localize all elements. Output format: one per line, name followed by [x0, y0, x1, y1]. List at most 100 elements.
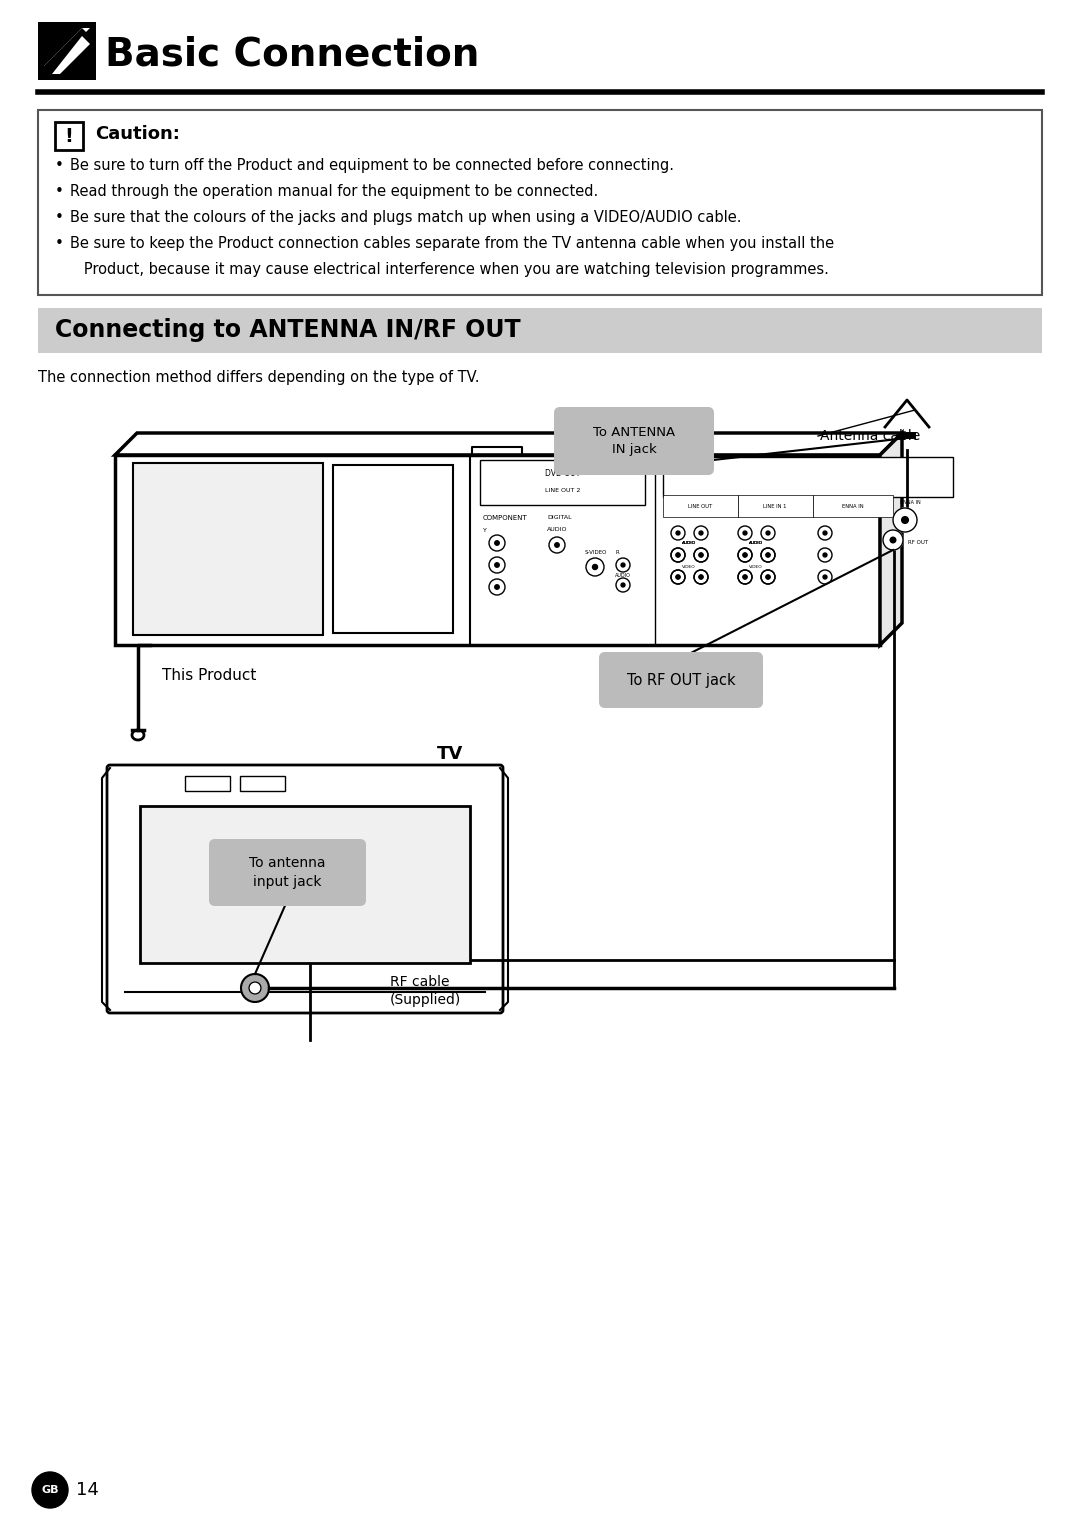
Circle shape [489, 536, 505, 551]
Text: •: • [55, 211, 64, 224]
Text: Read through the operation manual for the equipment to be connected.: Read through the operation manual for th… [70, 185, 598, 198]
Text: Be sure to keep the Product connection cables separate from the TV antenna cable: Be sure to keep the Product connection c… [70, 237, 834, 250]
Circle shape [694, 571, 708, 584]
Polygon shape [880, 433, 902, 645]
Text: ENNA IN: ENNA IN [900, 501, 921, 505]
Text: AUDIO: AUDIO [546, 526, 567, 533]
Text: To antenna
input jack: To antenna input jack [249, 856, 326, 888]
Polygon shape [52, 37, 90, 73]
Text: S-VIDEO: S-VIDEO [585, 549, 607, 555]
Circle shape [495, 540, 499, 545]
Bar [738, 494, 813, 517]
Circle shape [818, 548, 832, 562]
Circle shape [616, 578, 630, 592]
Text: Connecting to ANTENNA IN/RF OUT: Connecting to ANTENNA IN/RF OUT [55, 317, 521, 342]
Circle shape [766, 552, 770, 557]
Circle shape [738, 548, 752, 562]
Text: Basic Connection: Basic Connection [105, 37, 480, 73]
Text: To ANTENNA
IN jack: To ANTENNA IN jack [593, 426, 675, 456]
Bar [55, 122, 83, 150]
Circle shape [738, 526, 752, 540]
Circle shape [241, 974, 269, 1003]
Circle shape [818, 526, 832, 540]
Circle shape [671, 548, 685, 562]
Text: Be sure that the colours of the jacks and plugs match up when using a VIDEO/AUDI: Be sure that the colours of the jacks an… [70, 211, 742, 224]
Polygon shape [114, 455, 880, 645]
Circle shape [761, 548, 775, 562]
Polygon shape [114, 433, 902, 455]
Circle shape [766, 531, 770, 536]
Circle shape [249, 983, 261, 993]
Circle shape [555, 543, 559, 548]
Bar [133, 462, 323, 635]
Circle shape [893, 508, 917, 533]
Circle shape [761, 571, 775, 584]
Circle shape [489, 578, 505, 595]
Circle shape [694, 548, 708, 562]
Circle shape [761, 571, 775, 584]
Text: This Product: This Product [162, 668, 256, 684]
Text: •: • [55, 185, 64, 198]
Circle shape [694, 548, 708, 562]
Circle shape [766, 552, 770, 557]
Circle shape [743, 531, 747, 536]
Circle shape [676, 575, 680, 578]
Circle shape [761, 548, 775, 562]
Text: DVD OUT: DVD OUT [545, 468, 581, 478]
Circle shape [823, 531, 827, 536]
Circle shape [621, 563, 625, 568]
Circle shape [671, 571, 685, 584]
Bar [38, 21, 96, 79]
Bar [663, 456, 953, 497]
FancyBboxPatch shape [107, 765, 503, 1013]
Text: AUDIO: AUDIO [615, 572, 631, 578]
Circle shape [766, 575, 770, 578]
Text: AUDIO: AUDIO [750, 542, 762, 545]
Polygon shape [44, 27, 90, 73]
Text: !: ! [65, 127, 73, 145]
Circle shape [32, 1473, 68, 1508]
Text: •: • [55, 237, 64, 250]
Circle shape [902, 517, 908, 523]
Circle shape [616, 559, 630, 572]
Text: AUDIO: AUDIO [750, 542, 762, 545]
Text: AUDIO: AUDIO [681, 542, 696, 545]
Text: To RF OUT jack: To RF OUT jack [626, 673, 735, 688]
Text: The connection method differs depending on the type of TV.: The connection method differs depending … [38, 369, 480, 385]
Circle shape [743, 575, 747, 578]
Text: Caution:: Caution: [95, 125, 180, 143]
FancyBboxPatch shape [599, 652, 762, 708]
Circle shape [818, 571, 832, 584]
Circle shape [761, 526, 775, 540]
Circle shape [676, 575, 680, 578]
Circle shape [823, 552, 827, 557]
Text: COMPONENT: COMPONENT [483, 514, 528, 520]
Circle shape [699, 531, 703, 536]
Text: R: R [615, 549, 619, 555]
Circle shape [743, 552, 747, 557]
Text: Be sure to turn off the Product and equipment to be connected before connecting.: Be sure to turn off the Product and equi… [70, 159, 674, 172]
Bar [480, 459, 645, 505]
Text: 14: 14 [76, 1482, 99, 1499]
Circle shape [676, 552, 680, 557]
Text: DVD/VCR: DVD/VCR [669, 462, 697, 468]
Bar [185, 777, 230, 790]
Polygon shape [44, 27, 90, 73]
Circle shape [738, 548, 752, 562]
Circle shape [676, 531, 680, 536]
Circle shape [890, 537, 895, 543]
Circle shape [694, 571, 708, 584]
Bar [813, 494, 893, 517]
Text: LINE OUT: LINE OUT [688, 504, 712, 508]
Circle shape [694, 526, 708, 540]
Circle shape [489, 557, 505, 572]
Circle shape [883, 530, 903, 549]
Circle shape [621, 583, 625, 588]
Bar [140, 806, 470, 963]
Text: GB: GB [41, 1485, 58, 1495]
Circle shape [766, 575, 770, 578]
Circle shape [738, 571, 752, 584]
Bar [333, 465, 453, 633]
Circle shape [676, 552, 680, 557]
Bar [663, 494, 738, 517]
